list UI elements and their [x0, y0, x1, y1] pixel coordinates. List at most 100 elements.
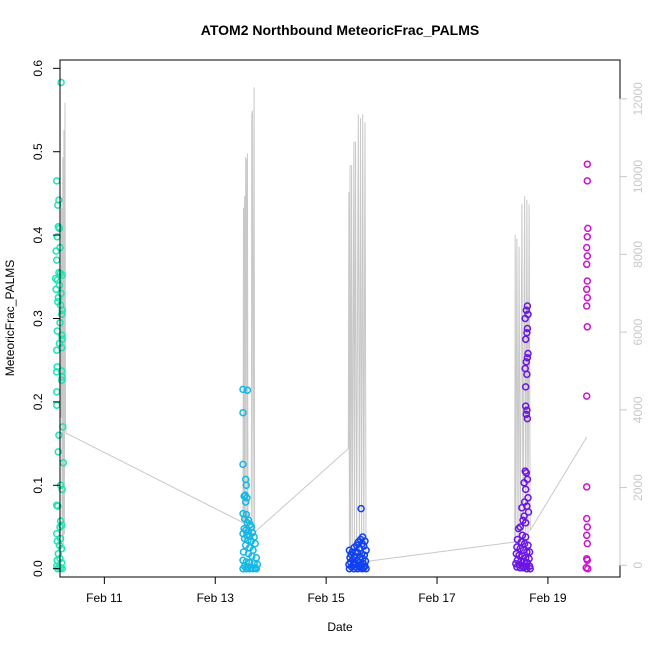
- x-tick-label: Feb 11: [86, 591, 123, 605]
- data-point: [583, 293, 592, 302]
- y-tick-label: 0.3: [31, 310, 45, 327]
- data-point: [249, 564, 257, 573]
- y2-tick-label: 2000: [631, 474, 645, 501]
- chart-title: ATOM2 Northbound MeteoricFrac_PALMS: [201, 22, 479, 38]
- x-tick-label: Feb 17: [418, 591, 456, 605]
- y-tick-label: 0.0: [31, 560, 45, 577]
- x-axis-label: Date: [327, 620, 353, 634]
- data-point: [583, 556, 592, 565]
- data-point: [58, 306, 66, 314]
- data-point: [518, 504, 526, 512]
- data-point: [523, 302, 532, 310]
- data-point: [54, 293, 63, 302]
- data-point: [521, 402, 530, 410]
- data-point: [521, 383, 530, 391]
- data-point: [512, 559, 520, 568]
- data-point: [522, 358, 531, 366]
- data-point: [521, 314, 529, 323]
- data-point: [524, 541, 532, 550]
- data-point: [523, 328, 531, 337]
- data-point: [525, 554, 533, 563]
- data-point: [582, 243, 591, 252]
- data-point: [350, 564, 358, 573]
- data-point: [57, 376, 66, 384]
- data-point: [57, 310, 66, 319]
- data-point: [524, 508, 533, 516]
- data-point: [252, 564, 261, 573]
- y-tick-label: 0.4: [31, 226, 45, 243]
- data-point: [241, 498, 250, 506]
- data-point: [523, 406, 531, 414]
- data-point: [519, 564, 528, 572]
- data-point: [583, 539, 592, 548]
- data-point: [523, 414, 532, 423]
- data-point: [582, 285, 591, 294]
- y2-tick-label: 4000: [631, 396, 645, 423]
- data-point: [582, 531, 591, 540]
- data-point: [55, 431, 63, 439]
- data-point: [583, 277, 592, 285]
- data-point: [582, 302, 591, 310]
- data-point: [243, 494, 251, 502]
- data-point: [582, 260, 591, 269]
- y-tick-label: 0.1: [31, 477, 45, 494]
- data-point: [57, 331, 66, 339]
- data-point: [52, 285, 60, 294]
- data-point: [583, 323, 592, 331]
- data-point: [239, 408, 247, 417]
- x-tick-label: Feb 19: [529, 591, 567, 605]
- data-point: [521, 533, 530, 541]
- y2-tick-label: 6000: [631, 318, 645, 345]
- y2-tick-label: 12000: [631, 82, 645, 116]
- data-point: [345, 564, 354, 573]
- data-point: [522, 306, 531, 314]
- data-point: [239, 385, 247, 394]
- data-point: [58, 373, 66, 381]
- x-tick-label: Feb 15: [307, 591, 345, 605]
- y2-axis: 0 2000 4000 6000 8000 10000 12000: [619, 82, 645, 569]
- data-point: [582, 514, 591, 523]
- data-point: [55, 224, 64, 233]
- data-point: [353, 564, 362, 573]
- series-4: [512, 302, 534, 573]
- data-point: [584, 224, 592, 233]
- data-point: [516, 564, 524, 572]
- data-point: [582, 483, 591, 491]
- data-point: [522, 410, 531, 419]
- data-point: [523, 324, 532, 333]
- data-point: [583, 233, 592, 241]
- y2-tick-label: 10000: [631, 160, 645, 194]
- data-point: [362, 564, 370, 573]
- data-point: [243, 386, 252, 394]
- data-point: [57, 521, 66, 530]
- data-point: [521, 335, 530, 344]
- data-point: [54, 502, 62, 510]
- series-3: [345, 504, 370, 573]
- series-5: [582, 160, 592, 573]
- data-point: [520, 512, 528, 520]
- data-point: [56, 269, 65, 278]
- data-point: [584, 564, 592, 573]
- data-point: [514, 524, 523, 533]
- data-point: [520, 479, 528, 487]
- data-point: [57, 78, 65, 87]
- data-point: [583, 523, 592, 531]
- data-point: [54, 201, 62, 209]
- y-tick-label: 0.5: [31, 143, 45, 160]
- data-point: [583, 252, 592, 260]
- data-point: [357, 504, 365, 513]
- y2-tick-label: 0: [631, 562, 645, 569]
- data-point: [242, 481, 251, 490]
- data-point: [583, 160, 592, 168]
- y2-tick-label: 8000: [631, 241, 645, 268]
- x-tick-label: Feb 13: [197, 591, 235, 605]
- data-point: [521, 485, 530, 494]
- data-point: [523, 370, 531, 379]
- y-tick-label: 0.6: [31, 60, 45, 77]
- y-axis-label: MeteoricFrac_PALMS: [3, 260, 17, 376]
- data-point: [516, 523, 524, 531]
- y-tick-label: 0.2: [31, 393, 45, 410]
- data-point: [583, 177, 592, 185]
